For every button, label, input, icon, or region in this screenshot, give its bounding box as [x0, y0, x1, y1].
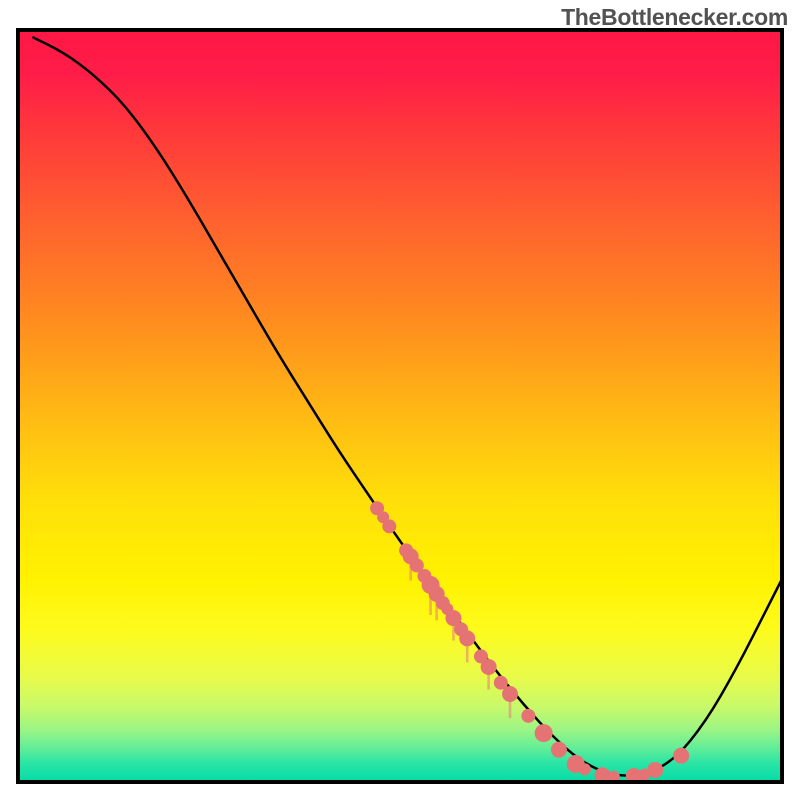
watermark-label: TheBottlenecker.com	[561, 4, 788, 31]
chart-container: TheBottlenecker.com	[0, 0, 800, 800]
bottleneck-chart	[0, 0, 800, 800]
